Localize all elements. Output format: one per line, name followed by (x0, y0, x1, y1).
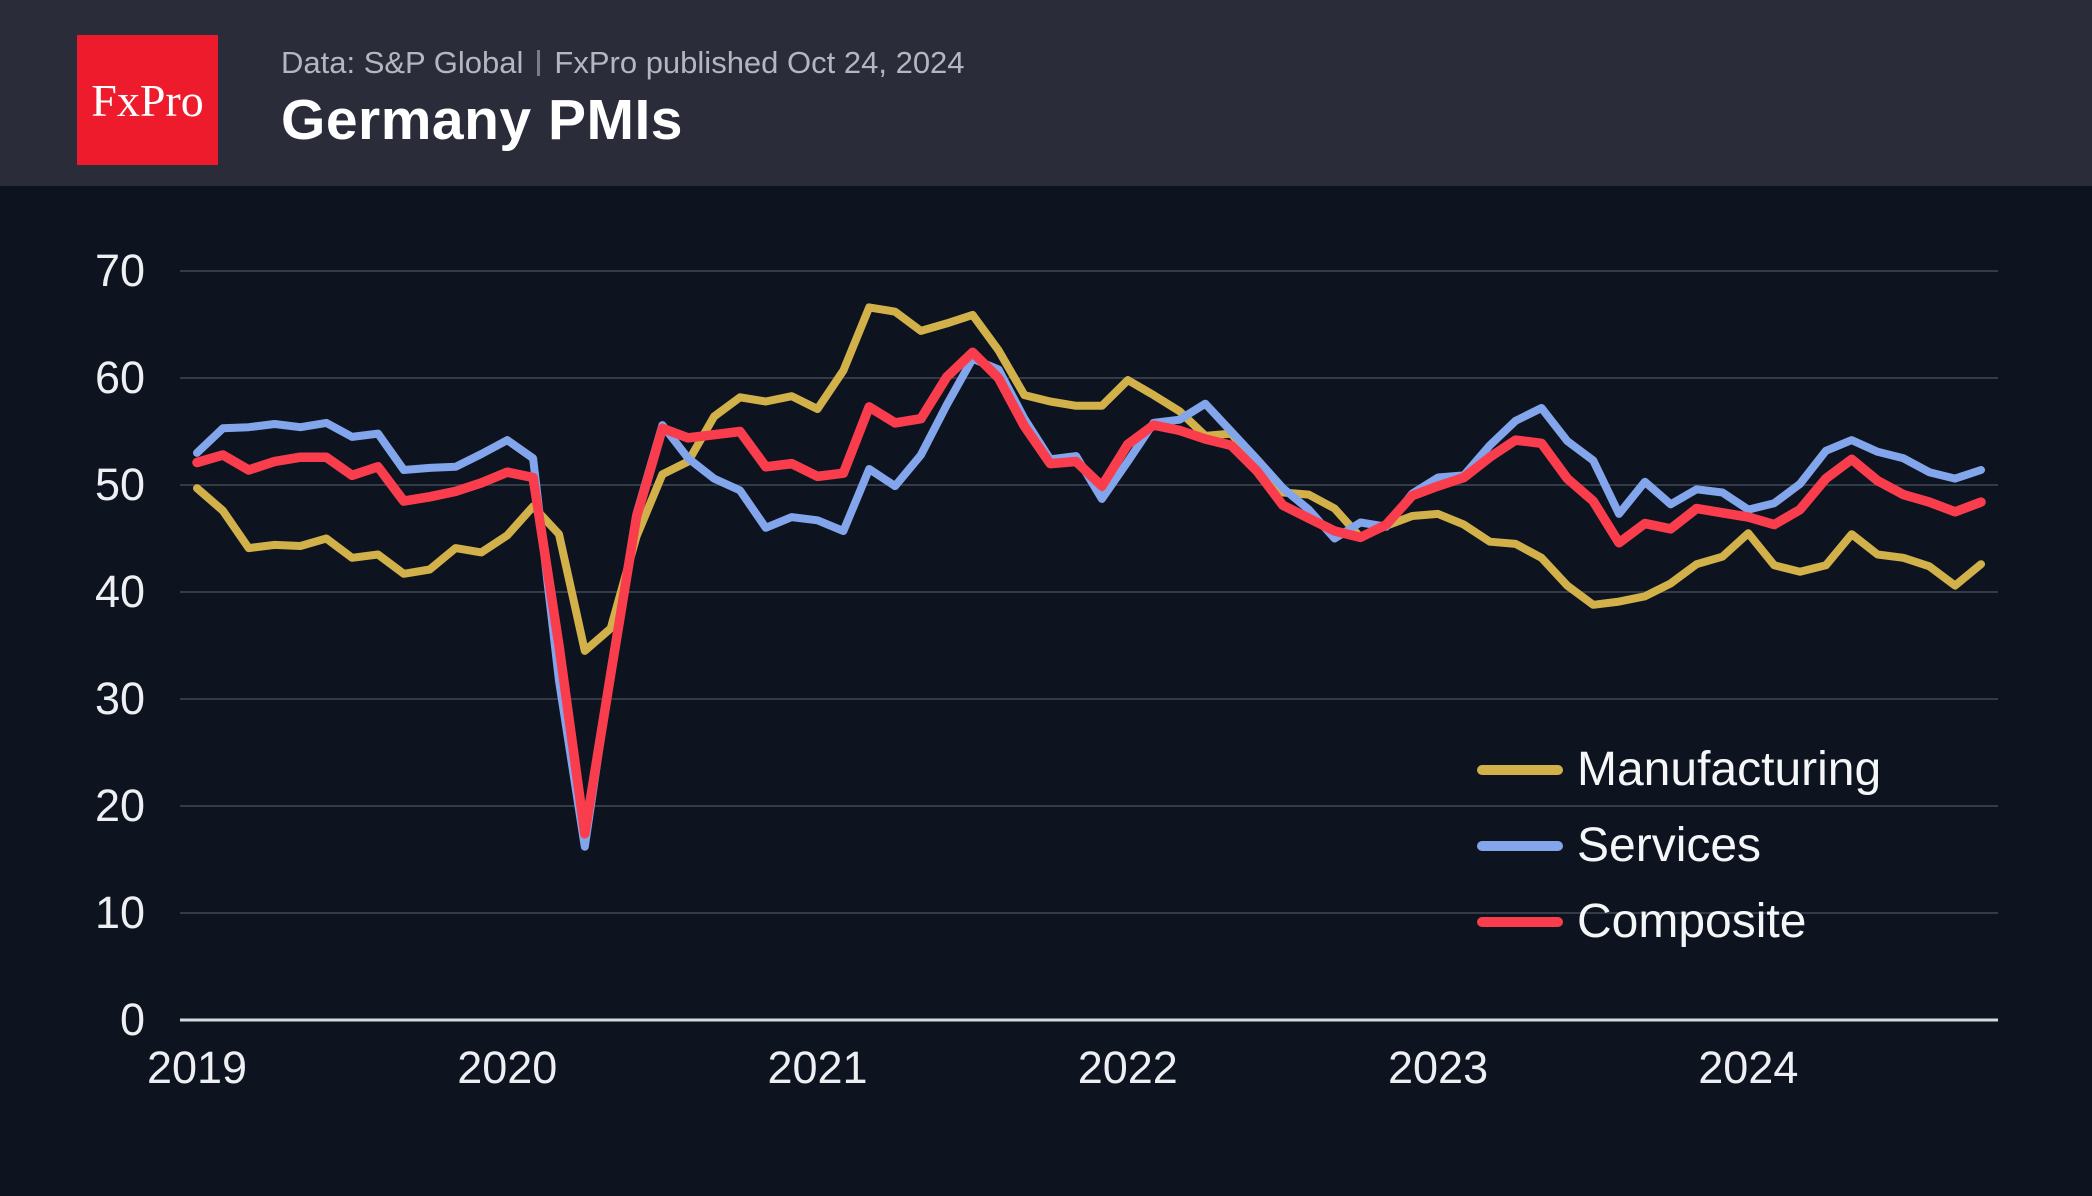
x-tick-label-2022: 2022 (1078, 1042, 1178, 1093)
legend-label-manufacturing: Manufacturing (1577, 743, 1882, 796)
page-title: Germany PMIs (281, 88, 683, 152)
legend-item-services: Services (1477, 822, 1881, 870)
header-bar: FxPro Data: S&P Global FxPro published O… (0, 0, 2092, 186)
legend-item-manufacturing: Manufacturing (1477, 746, 1881, 794)
x-tick-label-2021: 2021 (767, 1042, 867, 1093)
published-date-text: FxPro published Oct 24, 2024 (554, 45, 965, 80)
legend-label-services: Services (1577, 819, 1762, 872)
header-text-block: Data: S&P Global FxPro published Oct 24,… (281, 47, 965, 149)
fxpro-logo-text: FxPro (91, 74, 204, 126)
legend-item-composite: Composite (1477, 898, 1881, 946)
y-tick-label-30: 30 (95, 673, 145, 724)
y-tick-label-40: 40 (95, 566, 145, 617)
series-line-composite (192, 347, 1986, 839)
x-tick-label-2024: 2024 (1698, 1042, 1798, 1093)
x-tick-label-2020: 2020 (457, 1042, 557, 1093)
chart-legend: Manufacturing Services Composite (1477, 746, 1881, 946)
legend-label-composite: Composite (1577, 895, 1807, 948)
y-tick-label-70: 70 (95, 245, 145, 296)
legend-swatch-composite (1477, 917, 1563, 927)
y-tick-label-60: 60 (95, 352, 145, 403)
y-tick-label-10: 10 (95, 887, 145, 938)
fxpro-logo: FxPro (77, 35, 218, 165)
y-tick-label-50: 50 (95, 459, 145, 510)
y-tick-label-20: 20 (95, 780, 145, 831)
x-tick-label-2023: 2023 (1388, 1042, 1488, 1093)
series-line-manufacturing (193, 303, 1985, 655)
legend-swatch-manufacturing (1477, 765, 1563, 775)
y-tick-label-0: 0 (120, 994, 145, 1045)
legend-swatch-services (1477, 841, 1563, 851)
x-tick-label-2019: 2019 (147, 1042, 247, 1093)
data-source-line: Data: S&P Global FxPro published Oct 24,… (281, 47, 965, 78)
data-source-text: Data: S&P Global (281, 45, 524, 80)
separator-bar (537, 49, 541, 76)
